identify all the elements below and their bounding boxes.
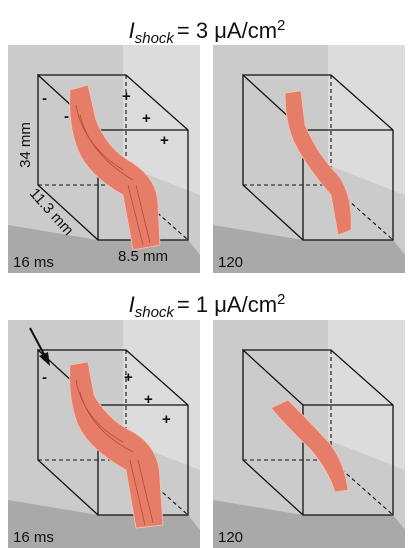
time-label: 16 ms	[13, 529, 54, 546]
panel-title: Ishock= 1 μA/cm2	[129, 291, 286, 321]
time-label: 120	[218, 529, 243, 546]
time-label: 16 ms	[13, 254, 54, 271]
dimension-label: 34 mm	[17, 122, 34, 168]
time-label: 120	[218, 254, 243, 271]
sign: +	[122, 88, 131, 105]
sign: +	[142, 110, 151, 127]
sign: -	[42, 90, 47, 107]
sign: +	[124, 369, 133, 386]
panel: 120	[213, 320, 405, 548]
panel-title: Ishock= 3 μA/cm2	[129, 17, 286, 47]
sign: +	[160, 132, 169, 149]
sign: +	[144, 391, 153, 408]
panel: 16 ms - + + +	[8, 320, 200, 548]
panel: 34 mm 11.3 mm 8.5 mm 16 ms - - + + +	[8, 45, 200, 273]
figure: Ishock= 3 μA/cm2 34 mm 11.3 mm 8.5 mm 16…	[0, 0, 414, 548]
sign: +	[162, 411, 171, 428]
sign: -	[64, 108, 69, 125]
sign: -	[42, 369, 47, 386]
dimension-label: 8.5 mm	[118, 248, 168, 265]
panel: 120	[213, 45, 405, 273]
